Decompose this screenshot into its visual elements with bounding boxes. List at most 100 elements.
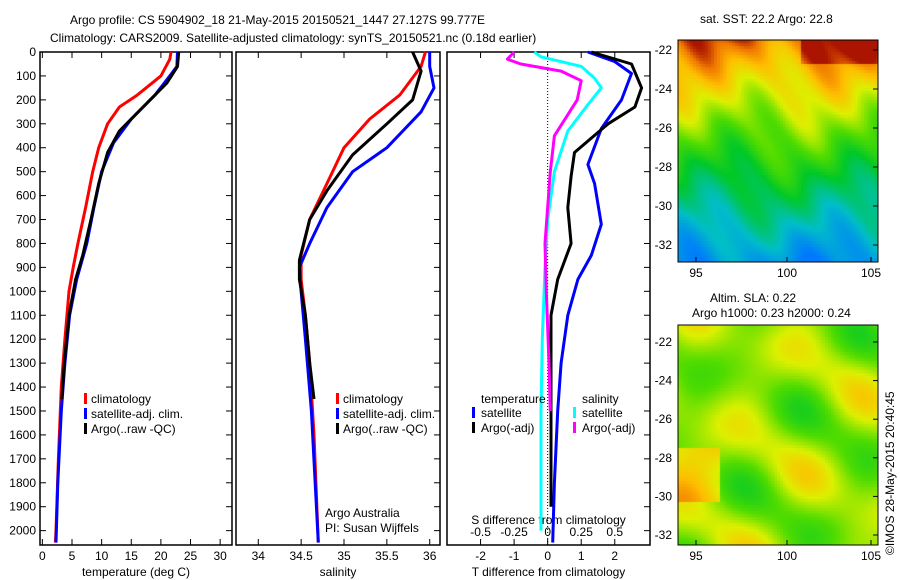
map-y-tick-label: -22: [655, 43, 673, 57]
y-tick-label: 1900: [9, 500, 36, 514]
map-x-tick-label: 100: [777, 549, 797, 563]
map-y-tick-label: -30: [655, 199, 673, 213]
series-line-satellite-adj-clim-: [54, 51, 179, 543]
sla-map-title2: Argo h1000: 0.23 h2000: 0.24: [692, 306, 851, 320]
y-tick-label: 100: [16, 69, 36, 83]
series-line-s-satellite: [533, 50, 603, 531]
credit: ©IMOS 28-May-2015 20:40:45: [883, 391, 897, 555]
y-tick-label: 900: [16, 260, 36, 274]
y-tick-label: 0: [29, 45, 36, 59]
legend-swatch: [472, 422, 475, 433]
y-tick-label: 200: [16, 93, 36, 107]
x-tick-label: 15: [125, 549, 139, 563]
title-line1: Argo profile: CS 5904902_18 21-May-2015 …: [70, 13, 485, 27]
map-y-tick-label: -24: [655, 82, 673, 96]
map-y-tick-label: -26: [655, 412, 673, 426]
legend-swatch: [472, 407, 475, 418]
legend-label: Argo(-adj): [582, 421, 635, 435]
y-tick-label: 1400: [9, 380, 36, 394]
y-tick-label: 1800: [9, 476, 36, 490]
s-tick-label: -0.25: [500, 525, 528, 539]
salinity-axes-frame: [235, 51, 441, 546]
legend-swatch: [84, 408, 87, 419]
legend-label: satellite: [481, 406, 522, 420]
x-tick-label: 10: [95, 549, 109, 563]
legend-swatch: [336, 408, 339, 419]
y-tick-label: 1700: [9, 452, 36, 466]
s-tick-label: 0: [544, 525, 551, 539]
legend-swatch: [573, 422, 576, 433]
map-frame: [677, 324, 879, 546]
y-tick-label: 400: [16, 141, 36, 155]
x-tick-label: -1: [509, 549, 520, 563]
map-y-tick-label: -26: [655, 121, 673, 135]
x-tick-label: 25: [184, 549, 198, 563]
y-tick-label: 2000: [9, 524, 36, 538]
x-tick-label: 36: [423, 549, 437, 563]
map-x-tick-label: 100: [777, 266, 797, 280]
legend-swatch: [336, 393, 339, 404]
legend-title-temperature: temperature: [481, 392, 546, 406]
series-line-argo-raw-qc-: [297, 51, 423, 400]
y-tick-label: 600: [16, 189, 36, 203]
y-tick-label: 500: [16, 165, 36, 179]
series-line-t-satellite: [551, 50, 633, 543]
map-y-tick-label: -32: [655, 238, 673, 252]
legend-label: satellite-adj. clim.: [91, 407, 183, 421]
series-line-t-argo-adj-: [549, 50, 644, 507]
legend-title-salinity: salinity: [582, 392, 619, 406]
s-tick-label: -0.5: [470, 525, 491, 539]
map-frame: [677, 39, 879, 263]
y-tick-label: 1000: [9, 284, 36, 298]
map-x-tick-label: 95: [689, 266, 703, 280]
legend-label: satellite: [582, 406, 623, 420]
title-line2: Climatology: CARS2009. Satellite-adjuste…: [50, 31, 536, 45]
series-line-satellite-adj-clim-: [297, 52, 436, 543]
sst-map-title: sat. SST: 22.2 Argo: 22.8: [700, 12, 833, 26]
x-tick-label: 35.5: [375, 549, 399, 563]
s-tick-label: 0.5: [606, 525, 623, 539]
y-tick-label: 1500: [9, 404, 36, 418]
x-axis-label: salinity: [320, 565, 357, 579]
y-tick-label: 1200: [9, 332, 36, 346]
x-tick-label: 34.5: [289, 549, 313, 563]
legend-label: satellite-adj. clim.: [343, 407, 435, 421]
legend-label: climatology: [91, 392, 151, 406]
x-tick-label: 35: [337, 549, 351, 563]
map-y-tick-label: -28: [655, 160, 673, 174]
x-tick-label: 34: [252, 549, 266, 563]
map-y-tick-label: -32: [655, 528, 673, 542]
x-tick-label: 30: [213, 549, 227, 563]
annotation-line1: Argo Australia: [325, 506, 400, 520]
legend-swatch: [84, 393, 87, 404]
x-axis-label: temperature (deg C): [82, 565, 190, 579]
x-tick-label: 1: [578, 549, 585, 563]
y-tick-label: 800: [16, 236, 36, 250]
legend-swatch: [573, 407, 576, 418]
map-y-tick-label: -24: [655, 374, 673, 388]
map-y-tick-label: -28: [655, 451, 673, 465]
temperature-axes-frame: [39, 51, 233, 546]
map-x-tick-label: 95: [689, 549, 703, 563]
s-tick-label: 0.25: [570, 525, 594, 539]
x-tick-label: -2: [475, 549, 486, 563]
map-x-tick-label: 105: [861, 549, 881, 563]
y-tick-label: 700: [16, 213, 36, 227]
difference-axes-frame: [446, 51, 651, 546]
x-axis-label: T difference from climatology: [472, 565, 626, 579]
map-x-tick-label: 105: [861, 266, 881, 280]
x-tick-label: 2: [611, 549, 618, 563]
y-tick-label: 1300: [9, 356, 36, 370]
legend-swatch: [336, 423, 339, 434]
map-y-tick-label: -22: [655, 335, 673, 349]
map-y-tick-label: -30: [655, 489, 673, 503]
legend-swatch: [84, 423, 87, 434]
legend-label: Argo(-adj): [481, 421, 534, 435]
legend-label: Argo(..raw -QC): [91, 422, 176, 436]
series-line-s-argo-adj-: [505, 50, 583, 412]
sla-map-title1: Altim. SLA: 0.22: [710, 291, 796, 305]
s-axis-label: S difference from climatology: [471, 513, 626, 527]
annotation-line2: PI: Susan Wijffels: [325, 521, 419, 535]
y-tick-label: 300: [16, 117, 36, 131]
